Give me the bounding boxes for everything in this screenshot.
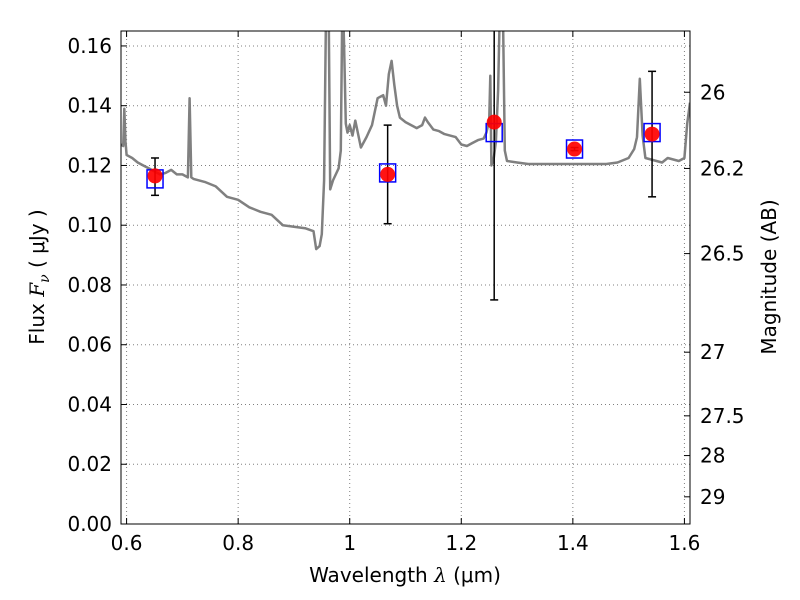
y-tick-label: 0.04 — [67, 392, 112, 416]
plot-frame — [120, 30, 691, 525]
y-axis-title-text: Flux — [25, 303, 49, 345]
right-tick-label: 27 — [700, 340, 725, 364]
x-axis-title-symbol: λ — [433, 563, 447, 587]
right-tick-label: 26 — [700, 80, 725, 104]
grid-lines — [121, 31, 690, 525]
model-flux-square — [378, 163, 397, 183]
right-tick-label: 26.2 — [700, 156, 745, 180]
y-tick-label: 0.02 — [67, 452, 112, 476]
observed-flux-point — [644, 126, 660, 142]
y-tick-label: 0.12 — [67, 153, 112, 177]
x-tick-label: 1.6 — [669, 531, 701, 555]
x-tick-label: 0.6 — [111, 531, 143, 555]
y-tick-label: 0.06 — [67, 333, 112, 357]
y-tick-label: 0.16 — [67, 34, 112, 58]
observed-flux-point — [486, 114, 502, 130]
model-flux-square — [643, 122, 661, 143]
x-tick-label: 0.8 — [222, 531, 254, 555]
y-tick-label: 0.00 — [67, 512, 112, 536]
y-axis-title-symbol: F — [25, 282, 49, 298]
right-tick-label: 26.5 — [700, 242, 745, 266]
y-axis-title-unit: ( μJy ) — [25, 209, 49, 268]
y-tick-label: 0.08 — [67, 273, 112, 297]
right-tick-label: 27.5 — [700, 404, 745, 428]
right-axis-title: Magnitude (AB) — [757, 199, 781, 354]
y-tick-label: 0.14 — [67, 94, 112, 118]
x-axis-title: Wavelength λ (μm) — [309, 563, 501, 587]
plot-area — [121, 31, 690, 301]
right-tick-label: 28 — [700, 444, 725, 468]
x-tick-label: 1.4 — [557, 531, 589, 555]
right-tick-label: 29 — [700, 485, 725, 509]
observed-flux-point — [380, 166, 396, 182]
y-tick-label: 0.10 — [67, 213, 112, 237]
y-axis-title-subscript: ν — [37, 274, 53, 283]
x-axis-title-text: Wavelength — [309, 563, 428, 587]
x-tick-label: 1.2 — [445, 531, 477, 555]
x-tick-label: 1 — [343, 531, 356, 555]
observed-flux-point — [147, 168, 163, 184]
model-flux-square — [565, 139, 584, 159]
observed-flux-point — [567, 141, 583, 157]
y-axis-title: Flux Fν ( μJy ) — [25, 209, 53, 344]
model-spectrum-line — [121, 31, 690, 251]
x-axis-title-unit: (μm) — [453, 563, 501, 587]
axis-ticks: 0.6 0.8 1 1.2 1.4 1.6 0.00 0.02 0.04 0.06 0.08 0.10… — [67, 31, 745, 555]
